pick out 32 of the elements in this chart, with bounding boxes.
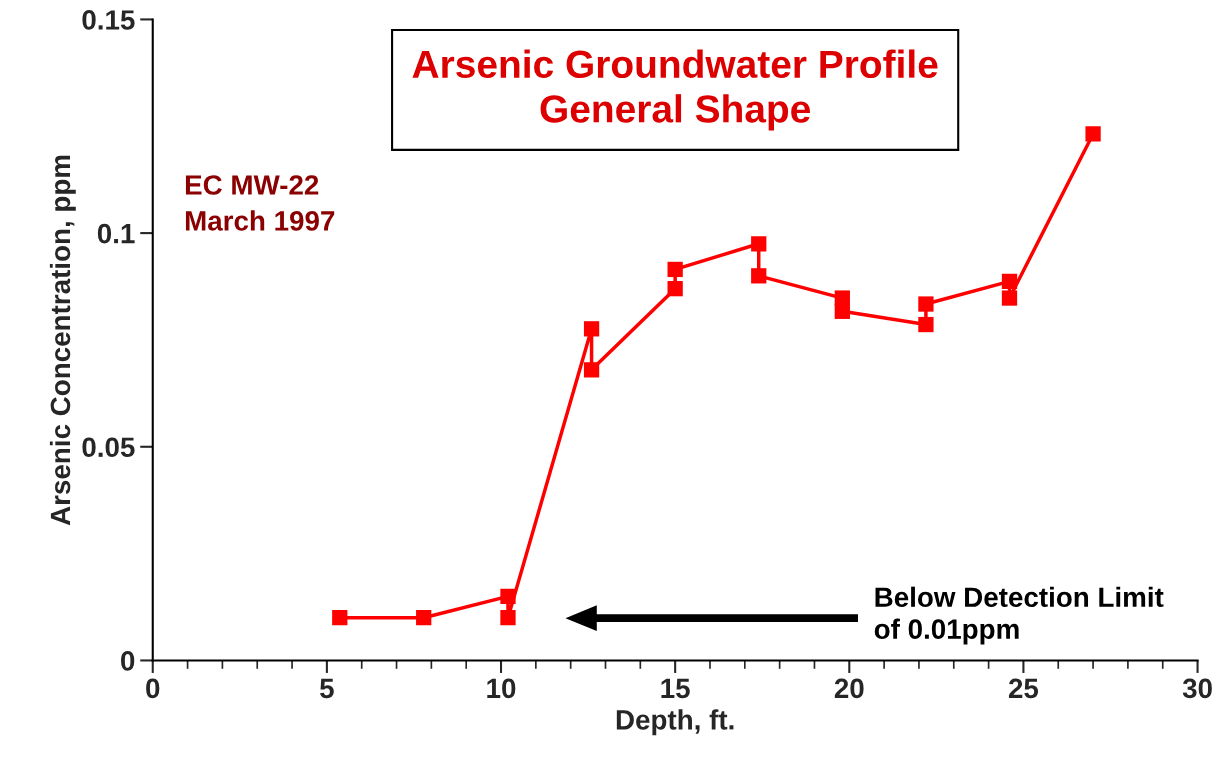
point bbox=[918, 316, 934, 333]
point bbox=[583, 321, 600, 337]
point bbox=[500, 610, 516, 626]
y-tick-label: 0 bbox=[121, 651, 135, 671]
x-axis-title: Depth, ft. bbox=[616, 709, 734, 736]
point bbox=[1001, 290, 1018, 306]
annotation: Below Detection Limit of 0.01ppm bbox=[874, 586, 1164, 645]
x-tick-label: 15 bbox=[661, 678, 690, 699]
point bbox=[667, 261, 683, 278]
x-tick-label: 30 bbox=[1182, 678, 1212, 699]
y-tick-label: 0.1 bbox=[97, 223, 135, 244]
point bbox=[332, 610, 348, 626]
point bbox=[416, 610, 432, 626]
y-tick-label: 0.05 bbox=[82, 437, 135, 458]
x-tick-label: 10 bbox=[487, 678, 516, 699]
x-tick-label: 5 bbox=[320, 678, 334, 699]
text: Arsenic Groundwater Profile General Shape bbox=[412, 49, 938, 131]
point bbox=[751, 236, 767, 252]
point bbox=[1001, 273, 1018, 290]
point bbox=[751, 268, 767, 284]
y-tick-label: 0.15 bbox=[82, 10, 135, 30]
point bbox=[500, 588, 516, 604]
point bbox=[834, 303, 850, 319]
annotation: EC MW-22 March 1997 bbox=[185, 175, 335, 231]
y-axis-title: Arsenic Concentration, ppm bbox=[49, 155, 76, 526]
x-tick-label: 20 bbox=[834, 678, 864, 699]
point bbox=[1085, 126, 1101, 142]
x-tick-label: 25 bbox=[1008, 678, 1039, 699]
point bbox=[583, 362, 600, 378]
point bbox=[667, 281, 683, 297]
point bbox=[918, 296, 934, 312]
x-tick-label: 0 bbox=[146, 678, 160, 699]
